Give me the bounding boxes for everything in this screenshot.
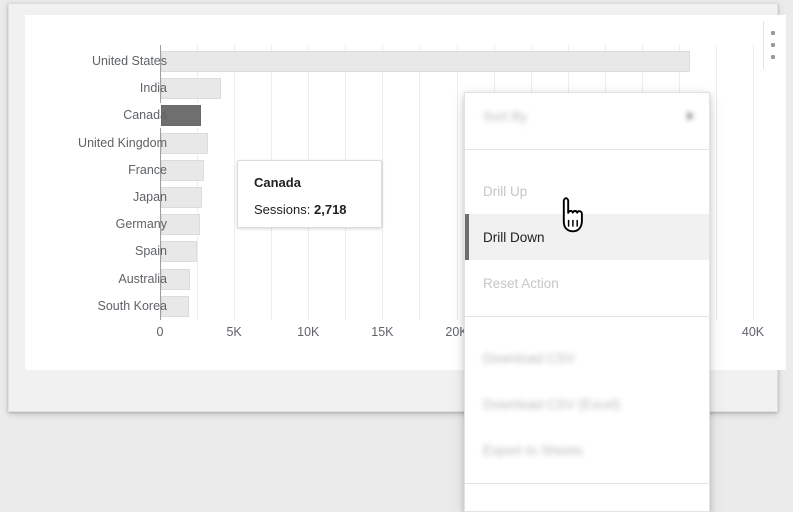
menu-spacer — [465, 484, 709, 502]
menu-item-label: Drill Down — [483, 229, 545, 245]
category-label-france: France — [128, 162, 167, 177]
category-label-united-kingdom: United Kingdom — [78, 135, 167, 150]
bar-australia[interactable] — [161, 268, 190, 290]
tooltip-title: Canada — [254, 175, 301, 190]
menu-item-sort-by[interactable]: Sort By — [465, 93, 709, 139]
bar-united-kingdom[interactable] — [161, 132, 208, 154]
menu-spacer — [465, 473, 709, 483]
bar-germany[interactable] — [161, 214, 201, 236]
kebab-menu-icon[interactable] — [766, 28, 780, 62]
gridline — [382, 45, 384, 320]
x-tick-10K: 10K — [297, 325, 320, 339]
bar-spain[interactable] — [161, 241, 197, 263]
bar-japan[interactable] — [161, 187, 202, 208]
x-tick-40K: 40K — [741, 325, 765, 339]
menu-item-drill-down[interactable]: Drill Down — [465, 214, 709, 260]
menu-item-download-csv-excel[interactable]: Download CSV (Excel) — [465, 381, 709, 427]
gridline — [456, 45, 458, 320]
menu-item-label: Download CSV (Excel) — [483, 396, 621, 412]
x-tick-15K: 15K — [371, 325, 394, 339]
menu-item-reset-action: Reset Action — [465, 260, 709, 306]
category-label-canada: Canada — [123, 108, 167, 123]
tooltip-metric-label: Sessions: — [254, 202, 311, 217]
gridline — [419, 45, 421, 320]
bar-canada[interactable] — [161, 105, 202, 127]
gridline — [197, 45, 199, 320]
bar-south-korea[interactable] — [161, 295, 190, 317]
menu-spacer — [465, 139, 709, 149]
gridline — [715, 45, 717, 320]
card-header-divider — [763, 21, 764, 69]
menu-separator — [465, 149, 709, 150]
submenu-arrow-icon — [688, 112, 693, 120]
x-tick-0: 0 — [156, 325, 164, 339]
category-label-south-korea: South Korea — [97, 298, 168, 313]
bar-france[interactable] — [161, 159, 204, 181]
x-tick-5K: 5K — [226, 325, 242, 339]
category-label-united-states: United States — [91, 54, 167, 68]
menu-item-label: Drill Up — [483, 183, 528, 199]
menu-item-download-csv[interactable]: Download CSV — [465, 335, 709, 381]
menu-item-label: Download CSV — [483, 350, 575, 366]
gridline — [753, 45, 754, 320]
category-label-india: India — [139, 81, 167, 96]
menu-spacer — [465, 150, 709, 168]
bar-united-states[interactable] — [161, 51, 691, 72]
category-label-japan: Japan — [132, 190, 167, 204]
menu-item-label: Sort By — [483, 108, 528, 124]
bar-india[interactable] — [161, 78, 222, 100]
tooltip-metric: Sessions: 2,718 — [254, 202, 365, 218]
menu-separator — [465, 316, 709, 317]
menu-item-export-to-sheets[interactable]: Export to Sheets — [465, 427, 709, 473]
context-menu[interactable]: Sort By Drill Up Drill Down Reset Action Dow… — [464, 92, 710, 512]
menu-item-label: Export to Sheets — [483, 442, 583, 458]
gridline — [234, 45, 236, 320]
menu-separator — [465, 483, 709, 484]
x-tick-20K: 20K — [445, 325, 468, 339]
menu-spacer — [465, 317, 709, 335]
menu-item-label: Reset Action — [483, 275, 559, 291]
tooltip-metric-value: 2,718 — [314, 202, 347, 217]
category-label-germany: Germany — [115, 217, 167, 232]
chart-tooltip: Canada Sessions: 2,718 — [237, 160, 382, 228]
menu-item-drill-up: Drill Up — [465, 168, 709, 214]
menu-item-explore[interactable]: ExploreNEW — [465, 502, 709, 511]
menu-spacer — [465, 306, 709, 316]
category-label-spain: Spain — [135, 244, 167, 259]
y-axis-line — [160, 45, 161, 320]
category-label-australia: Australia — [118, 271, 167, 286]
